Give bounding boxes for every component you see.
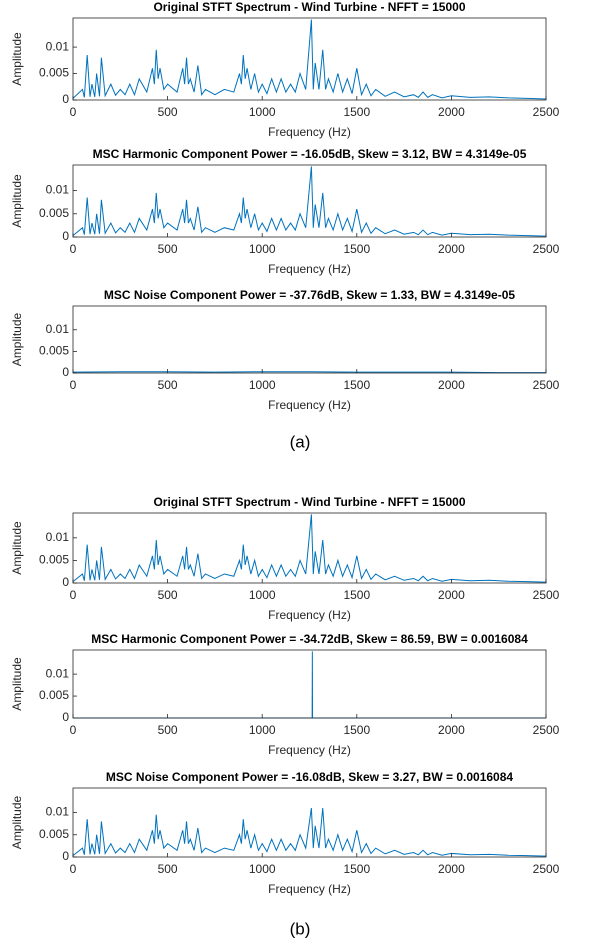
axes-box xyxy=(72,305,547,374)
y-axis-label: Amplitude xyxy=(10,796,24,850)
y-tick-label: 0 xyxy=(62,575,69,589)
x-tick-label: 500 xyxy=(158,105,178,119)
x-axis-label: Frequency (Hz) xyxy=(268,398,351,412)
x-tick-label: 0 xyxy=(70,723,77,737)
y-tick-label: 0.01 xyxy=(46,322,70,336)
axes-box xyxy=(72,164,547,238)
plot-area xyxy=(73,306,546,373)
caption: (a) xyxy=(290,432,311,451)
x-tick-label: 1500 xyxy=(343,242,370,256)
x-tick-label: 1000 xyxy=(249,862,276,876)
x-tick-label: 1500 xyxy=(343,378,370,392)
plot-area xyxy=(73,650,546,718)
x-tick-label: 2000 xyxy=(438,242,465,256)
x-tick-label: 2000 xyxy=(438,588,465,602)
y-tick-label: 0.01 xyxy=(46,530,70,544)
x-axis-label: Frequency (Hz) xyxy=(268,608,351,622)
chart-title: Original STFT Spectrum - Wind Turbine - … xyxy=(153,0,465,14)
caption: (b) xyxy=(290,919,311,938)
x-tick-label: 2500 xyxy=(533,378,560,392)
y-tick-label: 0.005 xyxy=(39,66,69,80)
x-tick-label: 2000 xyxy=(438,378,465,392)
plot-area xyxy=(73,18,546,100)
x-tick-label: 1000 xyxy=(249,242,276,256)
y-tick-label: 0 xyxy=(62,710,69,724)
x-tick-label: 500 xyxy=(158,862,178,876)
x-tick-label: 0 xyxy=(70,588,77,602)
chart-title: MSC Harmonic Component Power = -16.05dB,… xyxy=(93,147,527,161)
spectrum-line xyxy=(72,166,547,237)
y-axis-label: Amplitude xyxy=(10,657,24,711)
plot-area xyxy=(73,165,546,237)
y-tick-label: 0 xyxy=(62,365,69,379)
chart-title: Original STFT Spectrum - Wind Turbine - … xyxy=(153,495,465,509)
x-tick-label: 2000 xyxy=(438,723,465,737)
y-axis-label: Amplitude xyxy=(10,32,24,86)
spectrum-line xyxy=(72,514,547,583)
x-tick-label: 1000 xyxy=(249,588,276,602)
chart-title: MSC Noise Component Power = -37.76dB, Sk… xyxy=(104,288,515,302)
chart-title: MSC Harmonic Component Power = -34.72dB,… xyxy=(91,632,528,646)
y-tick-label: 0.01 xyxy=(46,666,70,680)
y-tick-label: 0.005 xyxy=(39,344,69,358)
y-tick-label: 0.005 xyxy=(39,688,69,702)
x-tick-label: 0 xyxy=(70,105,77,119)
x-tick-label: 500 xyxy=(158,723,178,737)
x-tick-label: 2000 xyxy=(438,862,465,876)
y-tick-label: 0 xyxy=(62,229,69,243)
spectrum-line xyxy=(72,19,547,100)
y-tick-label: 0.005 xyxy=(39,206,69,220)
spectrum-line xyxy=(72,807,547,857)
y-tick-label: 0.01 xyxy=(46,805,70,819)
x-tick-label: 2500 xyxy=(533,105,560,119)
axes-box xyxy=(72,787,547,858)
x-tick-label: 1000 xyxy=(249,723,276,737)
x-tick-label: 2000 xyxy=(438,105,465,119)
x-axis-label: Frequency (Hz) xyxy=(268,882,351,896)
y-tick-label: 0.01 xyxy=(46,183,70,197)
y-axis-label: Amplitude xyxy=(10,521,24,575)
y-tick-label: 0.005 xyxy=(39,553,69,567)
x-tick-label: 2500 xyxy=(533,588,560,602)
x-axis-label: Frequency (Hz) xyxy=(268,262,351,276)
y-axis-label: Amplitude xyxy=(10,174,24,228)
x-tick-label: 1500 xyxy=(343,862,370,876)
spectrum-line xyxy=(72,371,546,374)
axes-box xyxy=(72,512,547,584)
x-tick-label: 2500 xyxy=(533,723,560,737)
x-tick-label: 1500 xyxy=(343,588,370,602)
x-tick-label: 1000 xyxy=(249,105,276,119)
chart-title: MSC Noise Component Power = -16.08dB, Sk… xyxy=(106,770,513,784)
x-tick-label: 2500 xyxy=(533,862,560,876)
x-tick-label: 0 xyxy=(70,378,77,392)
x-tick-label: 500 xyxy=(158,588,178,602)
x-tick-label: 500 xyxy=(158,242,178,256)
x-tick-label: 0 xyxy=(70,862,77,876)
x-tick-label: 2500 xyxy=(533,242,560,256)
axes-box xyxy=(72,649,547,719)
y-tick-label: 0.005 xyxy=(39,827,69,841)
x-tick-label: 1000 xyxy=(249,378,276,392)
x-axis-label: Frequency (Hz) xyxy=(268,743,351,757)
x-tick-label: 500 xyxy=(158,378,178,392)
y-tick-label: 0 xyxy=(62,92,69,106)
y-tick-label: 0 xyxy=(62,849,69,863)
y-axis-label: Amplitude xyxy=(10,313,24,367)
x-tick-label: 0 xyxy=(70,242,77,256)
x-tick-label: 1500 xyxy=(343,105,370,119)
axes-box xyxy=(72,17,547,101)
x-tick-label: 1500 xyxy=(343,723,370,737)
y-tick-label: 0.01 xyxy=(46,39,70,53)
plot-area xyxy=(73,513,546,583)
x-axis-label: Frequency (Hz) xyxy=(268,125,351,139)
